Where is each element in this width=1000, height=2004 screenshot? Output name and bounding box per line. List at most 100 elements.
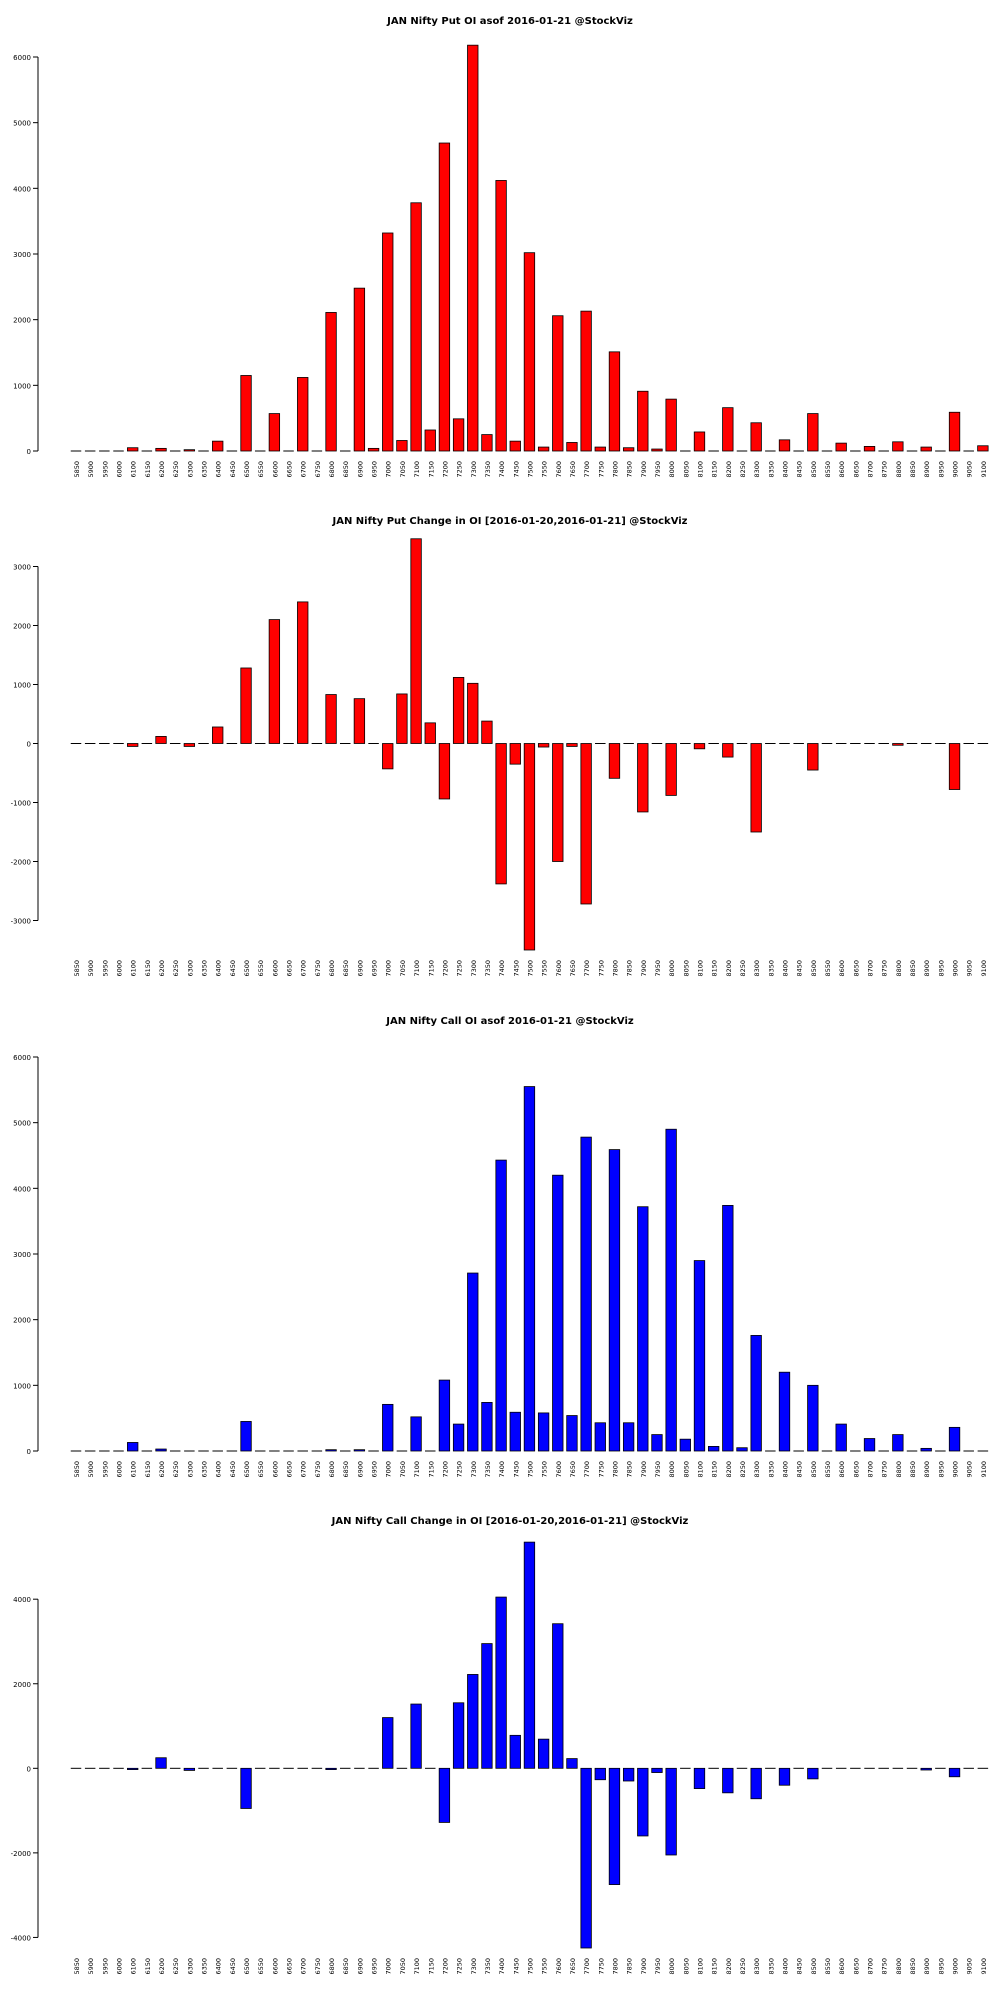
bar <box>778 439 791 452</box>
x-tick-label: 7550 <box>541 1958 549 1975</box>
x-tick-label: 8150 <box>711 1958 719 1975</box>
x-tick-label: 7150 <box>427 960 435 977</box>
x-tick-label: 8100 <box>696 461 704 478</box>
bar <box>325 1767 337 1770</box>
y-tick-label: -3000 <box>11 918 31 926</box>
x-tick-label: 8000 <box>668 1958 676 1975</box>
bar <box>552 1174 564 1452</box>
x-tick-label: 7100 <box>413 1461 421 1478</box>
x-tick-label: 6450 <box>229 960 237 977</box>
x-tick-label: 8950 <box>937 1958 945 1975</box>
x-tick-label: 8050 <box>682 960 690 977</box>
x-tick-label: 5950 <box>101 1958 109 1975</box>
x-tick-label: 6250 <box>172 1958 180 1975</box>
x-tick-label: 8750 <box>881 1958 889 1975</box>
x-tick-label: 6200 <box>158 1958 166 1975</box>
bar <box>537 1412 550 1452</box>
x-tick-label: 8200 <box>725 461 733 478</box>
bar <box>155 1448 167 1452</box>
x-tick-label: 8350 <box>767 1461 775 1478</box>
bar <box>750 422 762 452</box>
x-tick-label: 9100 <box>980 1958 988 1975</box>
x-tick-label: 9050 <box>966 461 974 478</box>
x-tick-label: 7300 <box>470 461 478 478</box>
bar <box>452 418 465 452</box>
x-tick-label: 7450 <box>512 960 520 977</box>
bar <box>807 1384 819 1452</box>
y-tick-label: 3000 <box>13 251 31 259</box>
x-tick-label: 7300 <box>470 1461 478 1478</box>
x-tick-label: 7900 <box>640 1461 648 1478</box>
x-tick-label: 6350 <box>201 1958 209 1975</box>
x-tick-label: 7700 <box>583 1958 591 1975</box>
x-tick-label: 7000 <box>385 461 393 478</box>
bar <box>212 440 224 452</box>
x-tick-label: 5900 <box>87 461 95 478</box>
bar <box>452 1702 465 1769</box>
x-tick-label: 8600 <box>838 1958 846 1975</box>
bar <box>722 1205 734 1452</box>
x-tick-label: 6550 <box>257 960 265 977</box>
x-tick-label: 8200 <box>725 960 733 977</box>
x-tick-label: 8650 <box>852 1461 860 1478</box>
bar <box>537 446 550 452</box>
x-tick-label: 6450 <box>229 461 237 478</box>
bar <box>438 142 451 452</box>
x-tick-label: 6400 <box>215 1461 223 1478</box>
bar <box>410 1416 422 1452</box>
x-tick-label: 6750 <box>314 461 322 478</box>
bar <box>651 1767 663 1773</box>
bar <box>127 1442 139 1452</box>
bar <box>637 390 649 452</box>
x-tick-label: 7350 <box>484 461 492 478</box>
bar <box>807 743 819 771</box>
x-tick-label: 5900 <box>87 960 95 977</box>
x-tick-label: 7050 <box>399 1461 407 1478</box>
x-tick-label: 7150 <box>427 1461 435 1478</box>
y-tick-label: 3000 <box>13 1251 31 1259</box>
x-tick-label: 7600 <box>555 1461 563 1478</box>
x-tick-label: 7500 <box>526 1958 534 1975</box>
bar <box>127 743 139 747</box>
x-tick-label: 9000 <box>952 461 960 478</box>
x-tick-label: 8450 <box>796 960 804 977</box>
x-tick-label: 6800 <box>328 1958 336 1975</box>
bar <box>438 1379 451 1452</box>
y-tick-label: 2000 <box>13 317 31 325</box>
x-tick-label: 6400 <box>215 960 223 977</box>
bar <box>580 1767 592 1949</box>
bar <box>509 743 521 765</box>
y-tick-label: -1000 <box>11 800 31 808</box>
bar <box>948 411 961 452</box>
x-tick-label: 6500 <box>243 960 251 977</box>
x-tick-label: 8300 <box>753 461 761 478</box>
bar <box>382 232 394 452</box>
y-tick-label: -2000 <box>11 859 31 867</box>
x-tick-label: 8250 <box>739 1958 747 1975</box>
x-tick-label: 6300 <box>186 1958 194 1975</box>
x-tick-label: 6350 <box>201 461 209 478</box>
bar <box>183 1767 196 1771</box>
bar <box>863 446 876 452</box>
x-tick-label: 7800 <box>611 960 619 977</box>
x-tick-label: 9000 <box>952 1461 960 1478</box>
bar <box>396 693 408 744</box>
x-tick-label: 6000 <box>116 1958 124 1975</box>
x-tick-label: 8750 <box>881 461 889 478</box>
y-tick-label: 2000 <box>13 1317 31 1325</box>
x-tick-label: 8000 <box>668 960 676 977</box>
x-tick-label: 7950 <box>654 1461 662 1478</box>
x-tick-label: 8900 <box>923 1958 931 1975</box>
x-tick-label: 6100 <box>130 1461 138 1478</box>
y-tick-label: 4000 <box>13 1185 31 1193</box>
bar <box>708 1446 720 1452</box>
x-tick-label: 8100 <box>696 960 704 977</box>
x-tick-label: 7950 <box>654 1958 662 1975</box>
bar <box>750 1767 762 1800</box>
bar <box>481 1643 493 1769</box>
x-tick-label: 5950 <box>101 461 109 478</box>
x-tick-label: 6150 <box>144 1461 152 1478</box>
bar <box>679 1438 691 1452</box>
